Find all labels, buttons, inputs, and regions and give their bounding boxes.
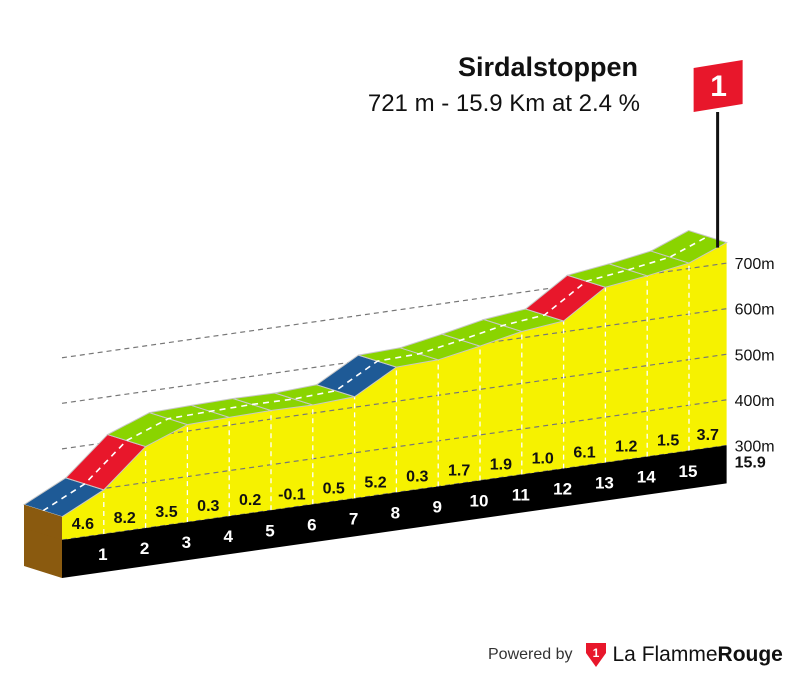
powered-by-footer: Powered by 1 La Flamme Rouge: [488, 640, 783, 670]
km-label: 13: [595, 474, 614, 493]
gradient-label: 6.1: [573, 445, 595, 462]
km-label: 1: [98, 545, 107, 564]
km-label: 3: [182, 533, 191, 552]
gradient-label: 0.2: [239, 492, 261, 509]
gradient-label: 1.9: [490, 457, 512, 474]
gradient-label: 5.2: [364, 474, 386, 491]
grid-line: [61, 353, 727, 450]
gradient-label: -0.1: [278, 486, 306, 503]
km-label: 10: [470, 492, 489, 511]
gradient-segment-very-easy: [649, 229, 728, 264]
y-tick-label: 300m: [735, 438, 775, 455]
gradient-label: 0.3: [406, 468, 428, 485]
climb-subtitle: 721 m - 15.9 Km at 2.4 %: [367, 90, 640, 117]
grid-line: [61, 399, 727, 496]
y-tick-label: 600m: [735, 302, 775, 319]
climb-title: Sirdalstoppen: [457, 52, 638, 82]
km-label: 5: [265, 521, 274, 540]
profile-centre-line: [42, 235, 709, 512]
gradient-label: 1.0: [532, 451, 554, 468]
km-label: 6: [307, 515, 316, 534]
summit-category-flag: [693, 60, 743, 112]
climb-category-label: 1: [710, 70, 727, 103]
y-tick-label: 500m: [735, 347, 775, 364]
logo-digit: 1: [592, 646, 599, 660]
gradient-label: 0.3: [197, 498, 219, 515]
total-distance-label: 15.9: [735, 454, 766, 471]
profile-area: [62, 242, 727, 540]
brand-name-bold: Rouge: [717, 643, 783, 666]
gradient-label: 1.2: [615, 439, 637, 456]
brand-name-regular: La Flamme: [612, 643, 718, 666]
brand-logo[interactable]: 1 La Flamme Rouge: [585, 642, 783, 668]
gradient-label: 8.2: [114, 510, 136, 527]
km-base-band: [62, 445, 727, 578]
gradient-label: 3.5: [155, 504, 177, 521]
km-label: 8: [391, 503, 400, 522]
km-label: 12: [553, 480, 572, 499]
gradient-label: 1.5: [657, 433, 679, 450]
y-tick-label: 700m: [735, 256, 775, 273]
km-label: 2: [140, 539, 149, 558]
km-label: 11: [512, 486, 530, 505]
flame-rouge-logo-icon: 1: [585, 643, 606, 667]
km-label: 14: [637, 468, 656, 487]
gradient-label: 1.7: [448, 462, 470, 479]
y-tick-label: 400m: [735, 393, 775, 410]
gradient-label: 4.6: [72, 516, 94, 533]
km-label: 15: [679, 462, 698, 481]
gradient-label: 3.7: [697, 427, 719, 444]
powered-by-label: Powered by: [488, 646, 573, 663]
km-label: 9: [432, 497, 441, 516]
profile-side-top: [24, 504, 62, 540]
km-label: 7: [349, 509, 358, 528]
km-label: 4: [223, 527, 233, 546]
gradient-label: 0.5: [323, 480, 345, 497]
